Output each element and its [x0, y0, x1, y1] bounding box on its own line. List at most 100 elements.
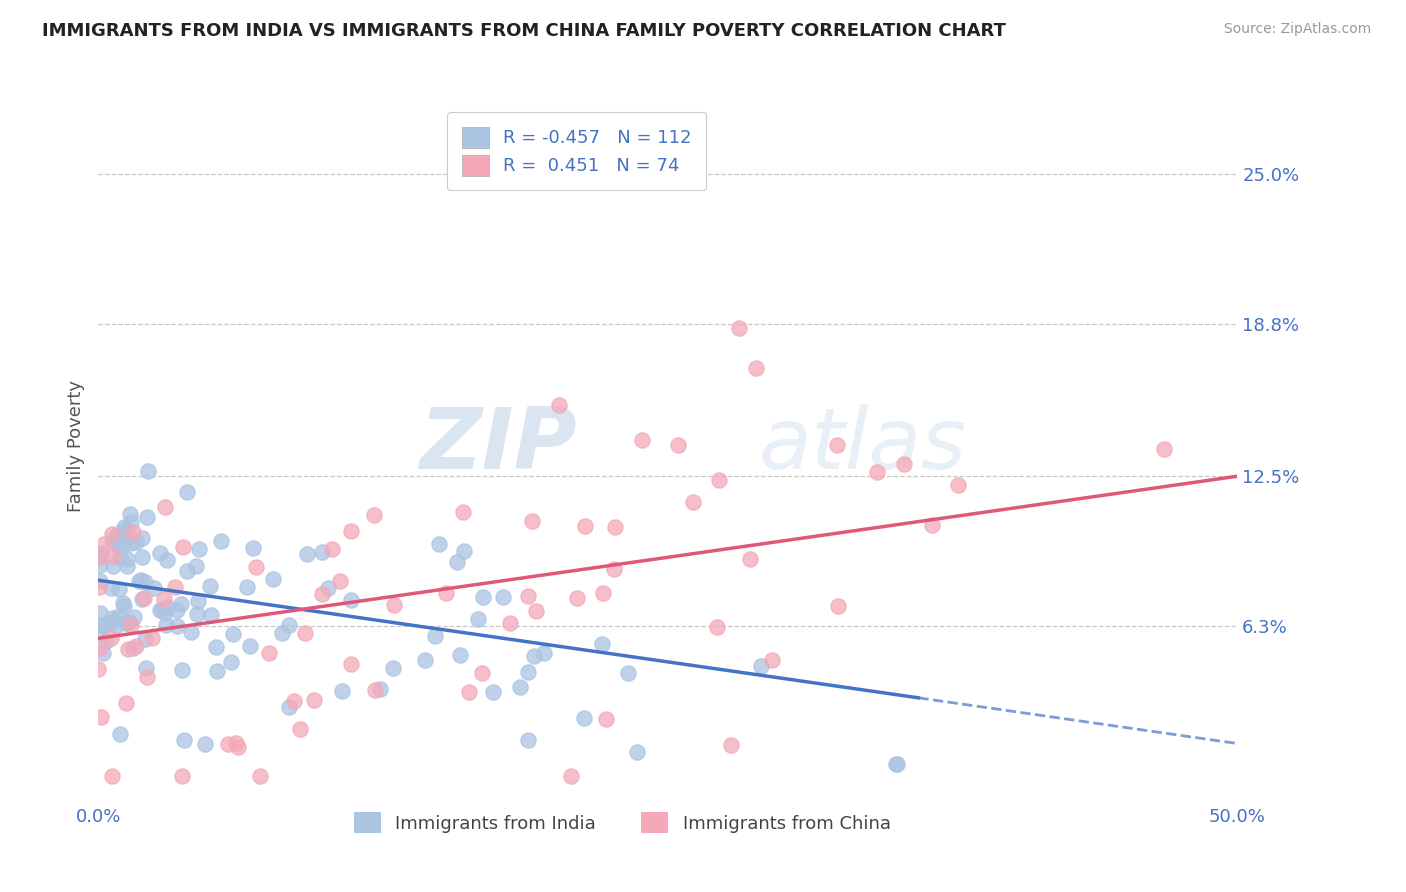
Point — [150, 602, 173, 616]
Point — [283, 694, 305, 708]
Point — [509, 681, 531, 695]
Point — [143, 581, 166, 595]
Point — [745, 360, 768, 375]
Point — [311, 544, 333, 558]
Point — [108, 550, 131, 565]
Point — [180, 624, 202, 639]
Point — [482, 685, 505, 699]
Point — [134, 632, 156, 647]
Text: Source: ZipAtlas.com: Source: ZipAtlas.com — [1223, 22, 1371, 37]
Point — [104, 618, 127, 632]
Point — [271, 626, 294, 640]
Point — [467, 612, 489, 626]
Point — [112, 599, 135, 614]
Point — [90, 617, 112, 632]
Point — [311, 587, 333, 601]
Point — [101, 769, 124, 783]
Point — [728, 320, 751, 334]
Point — [429, 537, 451, 551]
Point — [318, 581, 340, 595]
Point — [239, 640, 262, 654]
Point — [186, 558, 208, 573]
Point — [131, 592, 153, 607]
Point — [682, 495, 704, 509]
Point — [603, 562, 626, 576]
Point — [166, 618, 188, 632]
Point — [136, 464, 159, 478]
Point — [295, 547, 318, 561]
Point — [605, 520, 627, 534]
Point — [89, 574, 111, 589]
Point — [89, 558, 111, 572]
Point — [100, 631, 122, 645]
Point — [187, 594, 209, 608]
Text: IMMIGRANTS FROM INDIA VS IMMIGRANTS FROM CHINA FAMILY POVERTY CORRELATION CHART: IMMIGRANTS FROM INDIA VS IMMIGRANTS FROM… — [42, 22, 1007, 40]
Point — [155, 618, 177, 632]
Point — [340, 593, 363, 607]
Point — [226, 740, 249, 755]
Point — [616, 665, 638, 680]
Point — [166, 603, 188, 617]
Point — [446, 555, 468, 569]
Text: ZIP: ZIP — [419, 404, 576, 488]
Point — [149, 603, 172, 617]
Point — [200, 579, 222, 593]
Point — [122, 610, 145, 624]
Point — [115, 524, 138, 539]
Point — [129, 573, 152, 587]
Point — [749, 658, 772, 673]
Point — [523, 648, 546, 663]
Point — [205, 640, 228, 655]
Point — [115, 615, 138, 630]
Point — [108, 582, 131, 596]
Point — [368, 681, 391, 696]
Point — [121, 640, 143, 655]
Point — [94, 618, 117, 632]
Point — [471, 666, 494, 681]
Point — [209, 533, 232, 548]
Point — [363, 508, 385, 522]
Point — [122, 525, 145, 540]
Point — [884, 756, 907, 771]
Point — [153, 592, 176, 607]
Point — [136, 669, 159, 683]
Point — [217, 737, 239, 751]
Point — [520, 514, 543, 528]
Point — [436, 586, 458, 600]
Point — [921, 517, 943, 532]
Point — [105, 528, 128, 542]
Point — [574, 519, 596, 533]
Point — [893, 457, 915, 471]
Point — [186, 607, 208, 622]
Point — [453, 544, 475, 558]
Point — [136, 510, 159, 524]
Point — [125, 535, 148, 549]
Point — [117, 615, 139, 629]
Point — [94, 633, 117, 648]
Point — [120, 515, 142, 529]
Point — [89, 640, 111, 655]
Text: atlas: atlas — [759, 404, 967, 488]
Point — [340, 524, 363, 539]
Point — [631, 433, 654, 447]
Point — [866, 465, 889, 479]
Point — [329, 574, 352, 589]
Point — [572, 711, 595, 725]
Point — [225, 736, 247, 750]
Point — [533, 646, 555, 660]
Point — [277, 617, 299, 632]
Point — [91, 646, 114, 660]
Point — [245, 560, 267, 574]
Point — [517, 589, 540, 603]
Point — [87, 662, 110, 676]
Point — [176, 564, 198, 578]
Point — [112, 519, 135, 533]
Point — [117, 642, 139, 657]
Point — [149, 546, 172, 560]
Point — [156, 553, 179, 567]
Point — [90, 546, 112, 560]
Point — [524, 604, 547, 618]
Point — [115, 696, 138, 710]
Point — [340, 657, 363, 672]
Point — [946, 477, 969, 491]
